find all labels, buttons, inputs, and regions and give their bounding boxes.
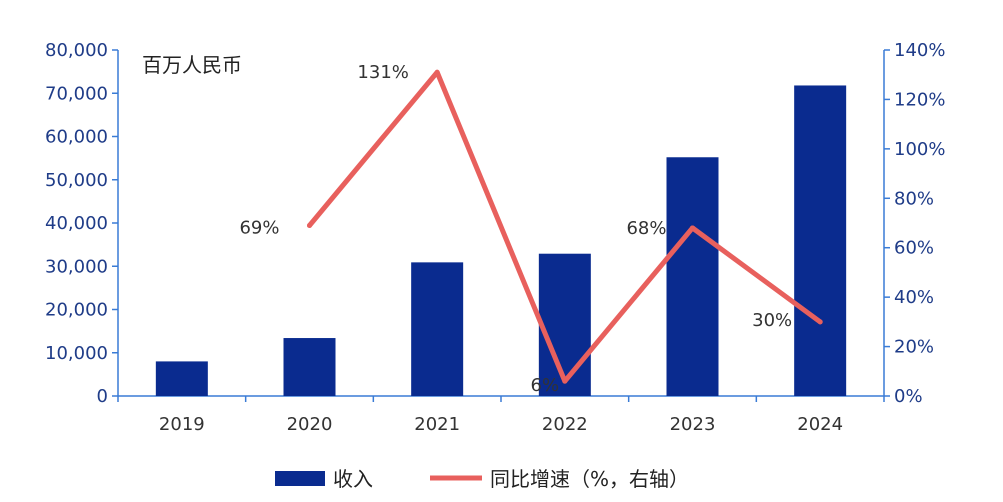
x-tick-label: 2023 [670, 414, 716, 435]
growth-data-label: 131% [357, 62, 408, 83]
revenue-bar [794, 85, 847, 396]
y-right-tick-label: 140% [894, 40, 945, 61]
legend-label-revenue: 收入 [333, 467, 373, 491]
y-left-tick-label: 60,000 [45, 127, 108, 148]
legend: 收入 同比增速（%，右轴） [275, 467, 689, 491]
y-left-tick-label: 70,000 [45, 83, 108, 104]
growth-rate-point [690, 225, 695, 231]
x-tick-label: 2020 [287, 414, 333, 435]
legend-swatch-revenue [275, 471, 325, 486]
y-right-tick-label: 120% [894, 89, 945, 110]
y-right-tick-label: 60% [894, 238, 934, 259]
y-left-tick-label: 40,000 [45, 213, 108, 234]
y-left-tick-label: 0 [97, 386, 108, 407]
revenue-bar [411, 262, 464, 396]
x-tick-label: 2024 [797, 414, 843, 435]
y-left-tick-label: 80,000 [45, 40, 108, 61]
revenue-bar [666, 157, 719, 396]
legend-label-growth: 同比增速（%，右轴） [490, 467, 689, 491]
y-right-tick-label: 20% [894, 337, 934, 358]
x-tick-label: 2022 [542, 414, 588, 435]
y-right-tick-label: 0% [894, 386, 923, 407]
growth-data-label: 6% [531, 375, 560, 396]
axes-group: 0 10,000 20,000 30,000 40,000 50,000 60,000 70,… [45, 40, 945, 435]
growth-rate-point [307, 222, 312, 228]
growth-data-label: 69% [239, 217, 279, 238]
y-left-tick-label: 50,000 [45, 170, 108, 191]
data-labels-group: 69% 131% 6% 68% 30% [239, 62, 792, 396]
x-tick-label: 2019 [159, 414, 205, 435]
y-right-tick-label: 40% [894, 287, 934, 308]
y-left-tick-label: 10,000 [45, 343, 108, 364]
unit-label: 百万人民币 [142, 53, 242, 77]
y-left-tick-label: 20,000 [45, 300, 108, 321]
growth-data-label: 68% [626, 218, 666, 239]
growth-rate-point [434, 69, 440, 75]
revenue-bar [283, 338, 336, 396]
growth-rate-point [817, 319, 823, 325]
bars-group [155, 85, 847, 396]
revenue-bar [538, 253, 591, 396]
growth-rate-point [562, 378, 568, 384]
revenue-bar [155, 361, 208, 396]
y-left-tick-label: 30,000 [45, 256, 108, 277]
growth-data-label: 30% [752, 310, 792, 331]
growth-line-group [307, 69, 823, 384]
y-right-tick-label: 80% [894, 188, 934, 209]
y-right-tick-label: 100% [894, 139, 945, 160]
x-tick-label: 2021 [414, 414, 460, 435]
